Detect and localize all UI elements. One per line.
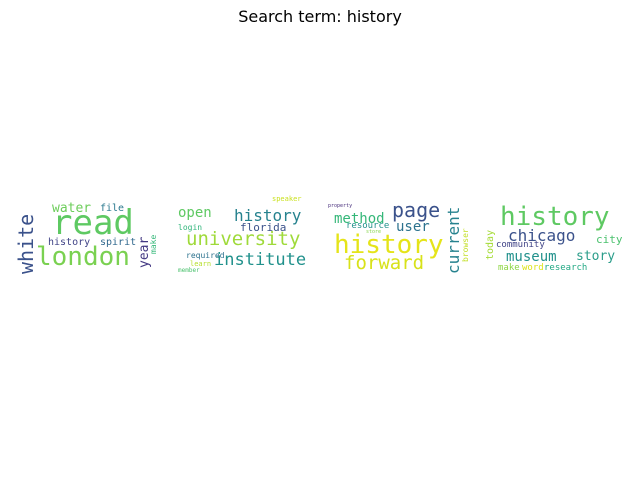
cloud-word: history <box>334 230 444 260</box>
cloud-word: water <box>52 201 92 216</box>
cloud-word: history <box>234 206 302 225</box>
cloud-word: make <box>149 234 158 254</box>
cloud-word: resource <box>346 221 390 231</box>
cloud-word: today <box>485 229 496 260</box>
cloud-word: spirit <box>100 237 137 248</box>
cloud-word: current <box>444 206 463 274</box>
word-cloud-2: open history university florida institut… <box>172 196 320 280</box>
word-cloud-1: read london white water file history spi… <box>14 196 162 280</box>
cloud-word: make <box>498 263 520 273</box>
cloud-word: history <box>500 202 610 232</box>
cloud-word: speaker <box>272 195 302 203</box>
cloud-word: file <box>100 203 125 214</box>
cloud-word: required <box>186 251 225 260</box>
cloud-word: open <box>178 205 212 221</box>
cloud-word: research <box>544 263 588 273</box>
cloud-word: story <box>576 249 616 264</box>
cloud-word: browser <box>461 228 470 262</box>
cloud-word: institute <box>214 250 307 270</box>
cloud-word: page <box>392 198 441 222</box>
cloud-word: learn <box>190 260 212 268</box>
word-cloud-4: history chicago today community museum c… <box>482 196 630 280</box>
cloud-word: chicago <box>508 226 576 245</box>
page-title: Search term: history <box>238 7 402 26</box>
cloud-word: store <box>366 229 382 235</box>
cloud-word: property <box>328 203 353 209</box>
cloud-word: forward <box>344 252 425 274</box>
cloud-word: history <box>48 237 91 248</box>
cloud-word: word <box>522 263 544 273</box>
cloud-word: member <box>178 267 200 274</box>
cloud-word: london <box>36 242 130 272</box>
cloud-word: museum <box>506 249 557 265</box>
cloud-word: white <box>14 213 38 274</box>
cloud-word: read <box>52 203 134 243</box>
cloud-word: login <box>178 223 203 232</box>
cloud-word: university <box>186 228 301 250</box>
word-cloud-3: property method page history forward use… <box>326 196 474 280</box>
cloud-word: method <box>334 211 385 227</box>
cloud-word: user <box>396 219 430 235</box>
cloud-word: community <box>496 240 545 250</box>
cloud-word: florida <box>240 221 287 234</box>
cloud-word: city <box>596 233 623 246</box>
